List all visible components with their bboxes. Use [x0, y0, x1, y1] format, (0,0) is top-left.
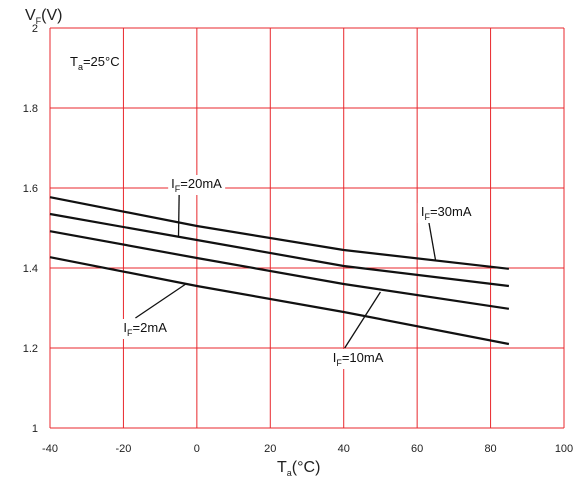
annotation-label-1: IF=30mA: [421, 204, 472, 222]
y-tick-label: 1: [32, 423, 38, 435]
y-tick-label: 2: [32, 23, 38, 35]
x-axis-title: Ta(°C): [277, 459, 320, 478]
annotation-leader-2: [135, 283, 187, 319]
annotation-main: I: [421, 204, 425, 219]
grid-lines: [49, 27, 565, 429]
y-tick-label: 1.6: [23, 183, 38, 195]
annotation-label-0: IF=20mA: [171, 176, 222, 194]
series-line-3: [49, 256, 510, 346]
x-axis-title-sub: a: [287, 468, 292, 478]
annotation-main: I: [123, 320, 127, 335]
x-tick-label: 0: [194, 443, 200, 455]
annotation-main: I: [333, 350, 337, 365]
y-tick-label: 1.4: [23, 263, 38, 275]
y-tick-label: 1.2: [23, 343, 38, 355]
condition-rest: =25°C: [83, 54, 120, 69]
condition-label-bg: [67, 53, 123, 73]
annotation-leader-3: [344, 291, 381, 349]
y-axis-title: VF(V): [25, 7, 63, 26]
series-line-0: [49, 196, 510, 270]
series-line-1: [49, 212, 510, 288]
annotation-rest: =2mA: [133, 320, 168, 335]
x-axis-title-main: T: [277, 459, 287, 476]
x-tick-label: 80: [484, 443, 496, 455]
annotation-leader-0: [177, 193, 180, 237]
annotation-label-bg: [168, 175, 226, 195]
x-axis-title-unit: (°C): [292, 459, 321, 476]
condition-main: T: [70, 54, 78, 69]
annotation-leaders: [135, 193, 437, 349]
annotation-label-bg: [329, 349, 387, 369]
annotation-sub: F: [336, 358, 342, 368]
x-tick-label: 20: [264, 443, 276, 455]
annotation-sub: F: [424, 212, 430, 222]
x-tick-label: 60: [411, 443, 423, 455]
annotation-label-3: IF=10mA: [333, 350, 384, 368]
condition-sub: a: [78, 62, 83, 72]
y-axis-title-sub: F: [36, 16, 42, 26]
tick-labels: -40 -20 0 20 40 60 80 100 1 1.2 1.4 1.6 1.8 2: [23, 23, 573, 455]
series-lines: [49, 196, 510, 346]
y-tick-label: 1.8: [23, 103, 38, 115]
y-axis-title-main: V: [25, 7, 36, 24]
annotation-leader-1: [428, 221, 437, 261]
annotation-rest: =20mA: [180, 176, 222, 191]
x-tick-label: 40: [338, 443, 350, 455]
annotation-label-bg: [417, 203, 475, 223]
x-tick-label: -20: [115, 443, 131, 455]
x-tick-label: -40: [42, 443, 58, 455]
annotation-label-2: IF=2mA: [123, 320, 167, 338]
annotation-sub: F: [127, 328, 133, 338]
series-line-2: [49, 230, 510, 310]
annotation-label-bg: [120, 319, 171, 339]
x-tick-label: 100: [555, 443, 573, 455]
annotation-main: I: [171, 176, 175, 191]
annotation-rest: =10mA: [342, 350, 384, 365]
annotation-sub: F: [175, 184, 181, 194]
condition-label: Ta=25°C: [70, 54, 120, 72]
y-axis-title-unit: (V): [41, 7, 62, 24]
annotation-rest: =30mA: [430, 204, 472, 219]
